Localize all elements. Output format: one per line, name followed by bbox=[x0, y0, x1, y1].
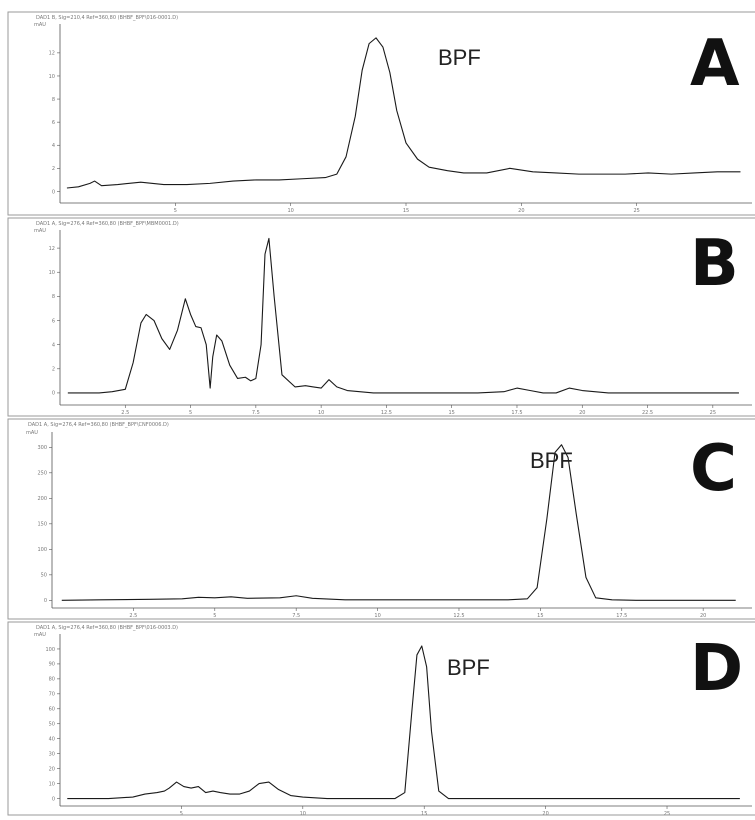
y-tick-label: 12 bbox=[49, 246, 55, 252]
chromatogram-trace bbox=[61, 444, 736, 601]
x-tick-label: 25 bbox=[664, 811, 670, 817]
y-tick-label: 10 bbox=[49, 781, 55, 787]
x-tick-label: 25 bbox=[633, 208, 639, 214]
y-tick-label: 200 bbox=[37, 496, 47, 502]
y-tick-label: 100 bbox=[45, 647, 55, 653]
panel-frame bbox=[7, 11, 755, 216]
x-tick-label: 2.5 bbox=[121, 410, 129, 416]
x-tick-label: 12.5 bbox=[381, 410, 392, 416]
chromatogram-trace bbox=[67, 645, 740, 800]
y-tick-label: 150 bbox=[37, 522, 47, 528]
x-tick-label: 17.5 bbox=[511, 410, 522, 416]
x-tick-label: 20 bbox=[518, 208, 524, 214]
x-tick-label: 17.5 bbox=[616, 613, 627, 619]
x-tick-label: 5 bbox=[213, 613, 216, 619]
x-tick-label: 10 bbox=[300, 811, 306, 817]
y-tick-label: 2 bbox=[52, 367, 55, 373]
x-tick-label: 22.5 bbox=[642, 410, 653, 416]
x-tick-label: 5 bbox=[189, 410, 192, 416]
x-tick-label: 10 bbox=[287, 208, 293, 214]
y-tick-label: 6 bbox=[52, 318, 55, 324]
x-tick-label: 25 bbox=[710, 410, 716, 416]
peak-label: BPF bbox=[447, 655, 490, 680]
x-tick-label: 12.5 bbox=[453, 613, 464, 619]
y-tick-label: 6 bbox=[52, 120, 55, 126]
y-tick-label: 2 bbox=[52, 166, 55, 172]
x-tick-label: 10 bbox=[374, 613, 380, 619]
x-tick-label: 7.5 bbox=[292, 613, 300, 619]
y-tick-label: 30 bbox=[49, 751, 55, 757]
x-tick-label: 15 bbox=[403, 208, 409, 214]
chart-panel-b: DAD1 A, Sig=276,4 Ref=360,80 (BHBF_BPF\M… bbox=[7, 217, 755, 417]
y-tick-label: 4 bbox=[52, 143, 55, 149]
panel-header: DAD1 A, Sig=276,4 Ref=360,80 (BHBF_BPF\C… bbox=[28, 422, 169, 428]
y-axis-unit: mAU bbox=[26, 430, 38, 436]
y-tick-label: 50 bbox=[49, 722, 55, 728]
y-tick-label: 100 bbox=[37, 547, 47, 553]
y-tick-label: 0 bbox=[52, 189, 55, 195]
y-tick-label: 10 bbox=[49, 74, 55, 80]
chromatogram-trace bbox=[67, 237, 739, 394]
y-tick-label: 80 bbox=[49, 677, 55, 683]
y-tick-label: 70 bbox=[49, 692, 55, 698]
y-tick-label: 300 bbox=[37, 445, 47, 451]
y-tick-label: 0 bbox=[52, 796, 55, 802]
y-tick-label: 250 bbox=[37, 471, 47, 477]
peak-label: BPF bbox=[438, 45, 481, 70]
panel-header: DAD1 A, Sig=276,4 Ref=360,80 (BHBF_BPF\M… bbox=[36, 221, 179, 227]
peak-label: BPF bbox=[530, 448, 573, 473]
y-tick-label: 40 bbox=[49, 736, 55, 742]
x-tick-label: 20 bbox=[700, 613, 706, 619]
y-tick-label: 50 bbox=[41, 573, 47, 579]
x-tick-label: 20 bbox=[542, 811, 548, 817]
y-tick-label: 0 bbox=[44, 598, 47, 604]
panel-letter: A bbox=[690, 27, 740, 101]
panel-letter: D bbox=[690, 632, 743, 706]
panel-header: DAD1 B, Sig=210,4 Ref=360,80 (BHBF_BPF\0… bbox=[36, 15, 178, 21]
chart-panel-d: DAD1 A, Sig=276,4 Ref=360,80 (BHBF_BPF\0… bbox=[7, 621, 755, 817]
y-tick-label: 8 bbox=[52, 97, 55, 103]
chart-panel-a: DAD1 B, Sig=210,4 Ref=360,80 (BHBF_BPF\0… bbox=[7, 11, 755, 216]
panel-frame bbox=[7, 418, 755, 620]
x-tick-label: 10 bbox=[318, 410, 324, 416]
panel-frame bbox=[7, 621, 755, 816]
x-tick-label: 15 bbox=[421, 811, 427, 817]
x-tick-label: 20 bbox=[579, 410, 585, 416]
chromatogram-trace bbox=[66, 37, 741, 189]
y-axis-unit: mAU bbox=[34, 22, 46, 28]
y-tick-label: 10 bbox=[49, 270, 55, 276]
x-tick-label: 2.5 bbox=[129, 613, 137, 619]
y-tick-label: 8 bbox=[52, 294, 55, 300]
y-tick-label: 4 bbox=[52, 342, 55, 348]
x-tick-label: 5 bbox=[180, 811, 183, 817]
y-tick-label: 0 bbox=[52, 391, 55, 397]
x-tick-label: 15 bbox=[537, 613, 543, 619]
y-axis-unit: mAU bbox=[34, 228, 46, 234]
y-tick-label: 12 bbox=[49, 51, 55, 57]
y-tick-label: 60 bbox=[49, 707, 55, 713]
y-tick-label: 90 bbox=[49, 662, 55, 668]
x-tick-label: 7.5 bbox=[252, 410, 260, 416]
y-tick-label: 20 bbox=[49, 766, 55, 772]
x-tick-label: 5 bbox=[174, 208, 177, 214]
y-axis-unit: mAU bbox=[34, 632, 46, 638]
chart-panel-c: DAD1 A, Sig=276,4 Ref=360,80 (BHBF_BPF\C… bbox=[7, 418, 755, 620]
panel-frame bbox=[7, 217, 755, 417]
panel-letter: C bbox=[690, 432, 737, 506]
panel-header: DAD1 A, Sig=276,4 Ref=360,80 (BHBF_BPF\0… bbox=[36, 625, 178, 631]
x-tick-label: 15 bbox=[449, 410, 455, 416]
panel-letter: B bbox=[690, 227, 739, 301]
